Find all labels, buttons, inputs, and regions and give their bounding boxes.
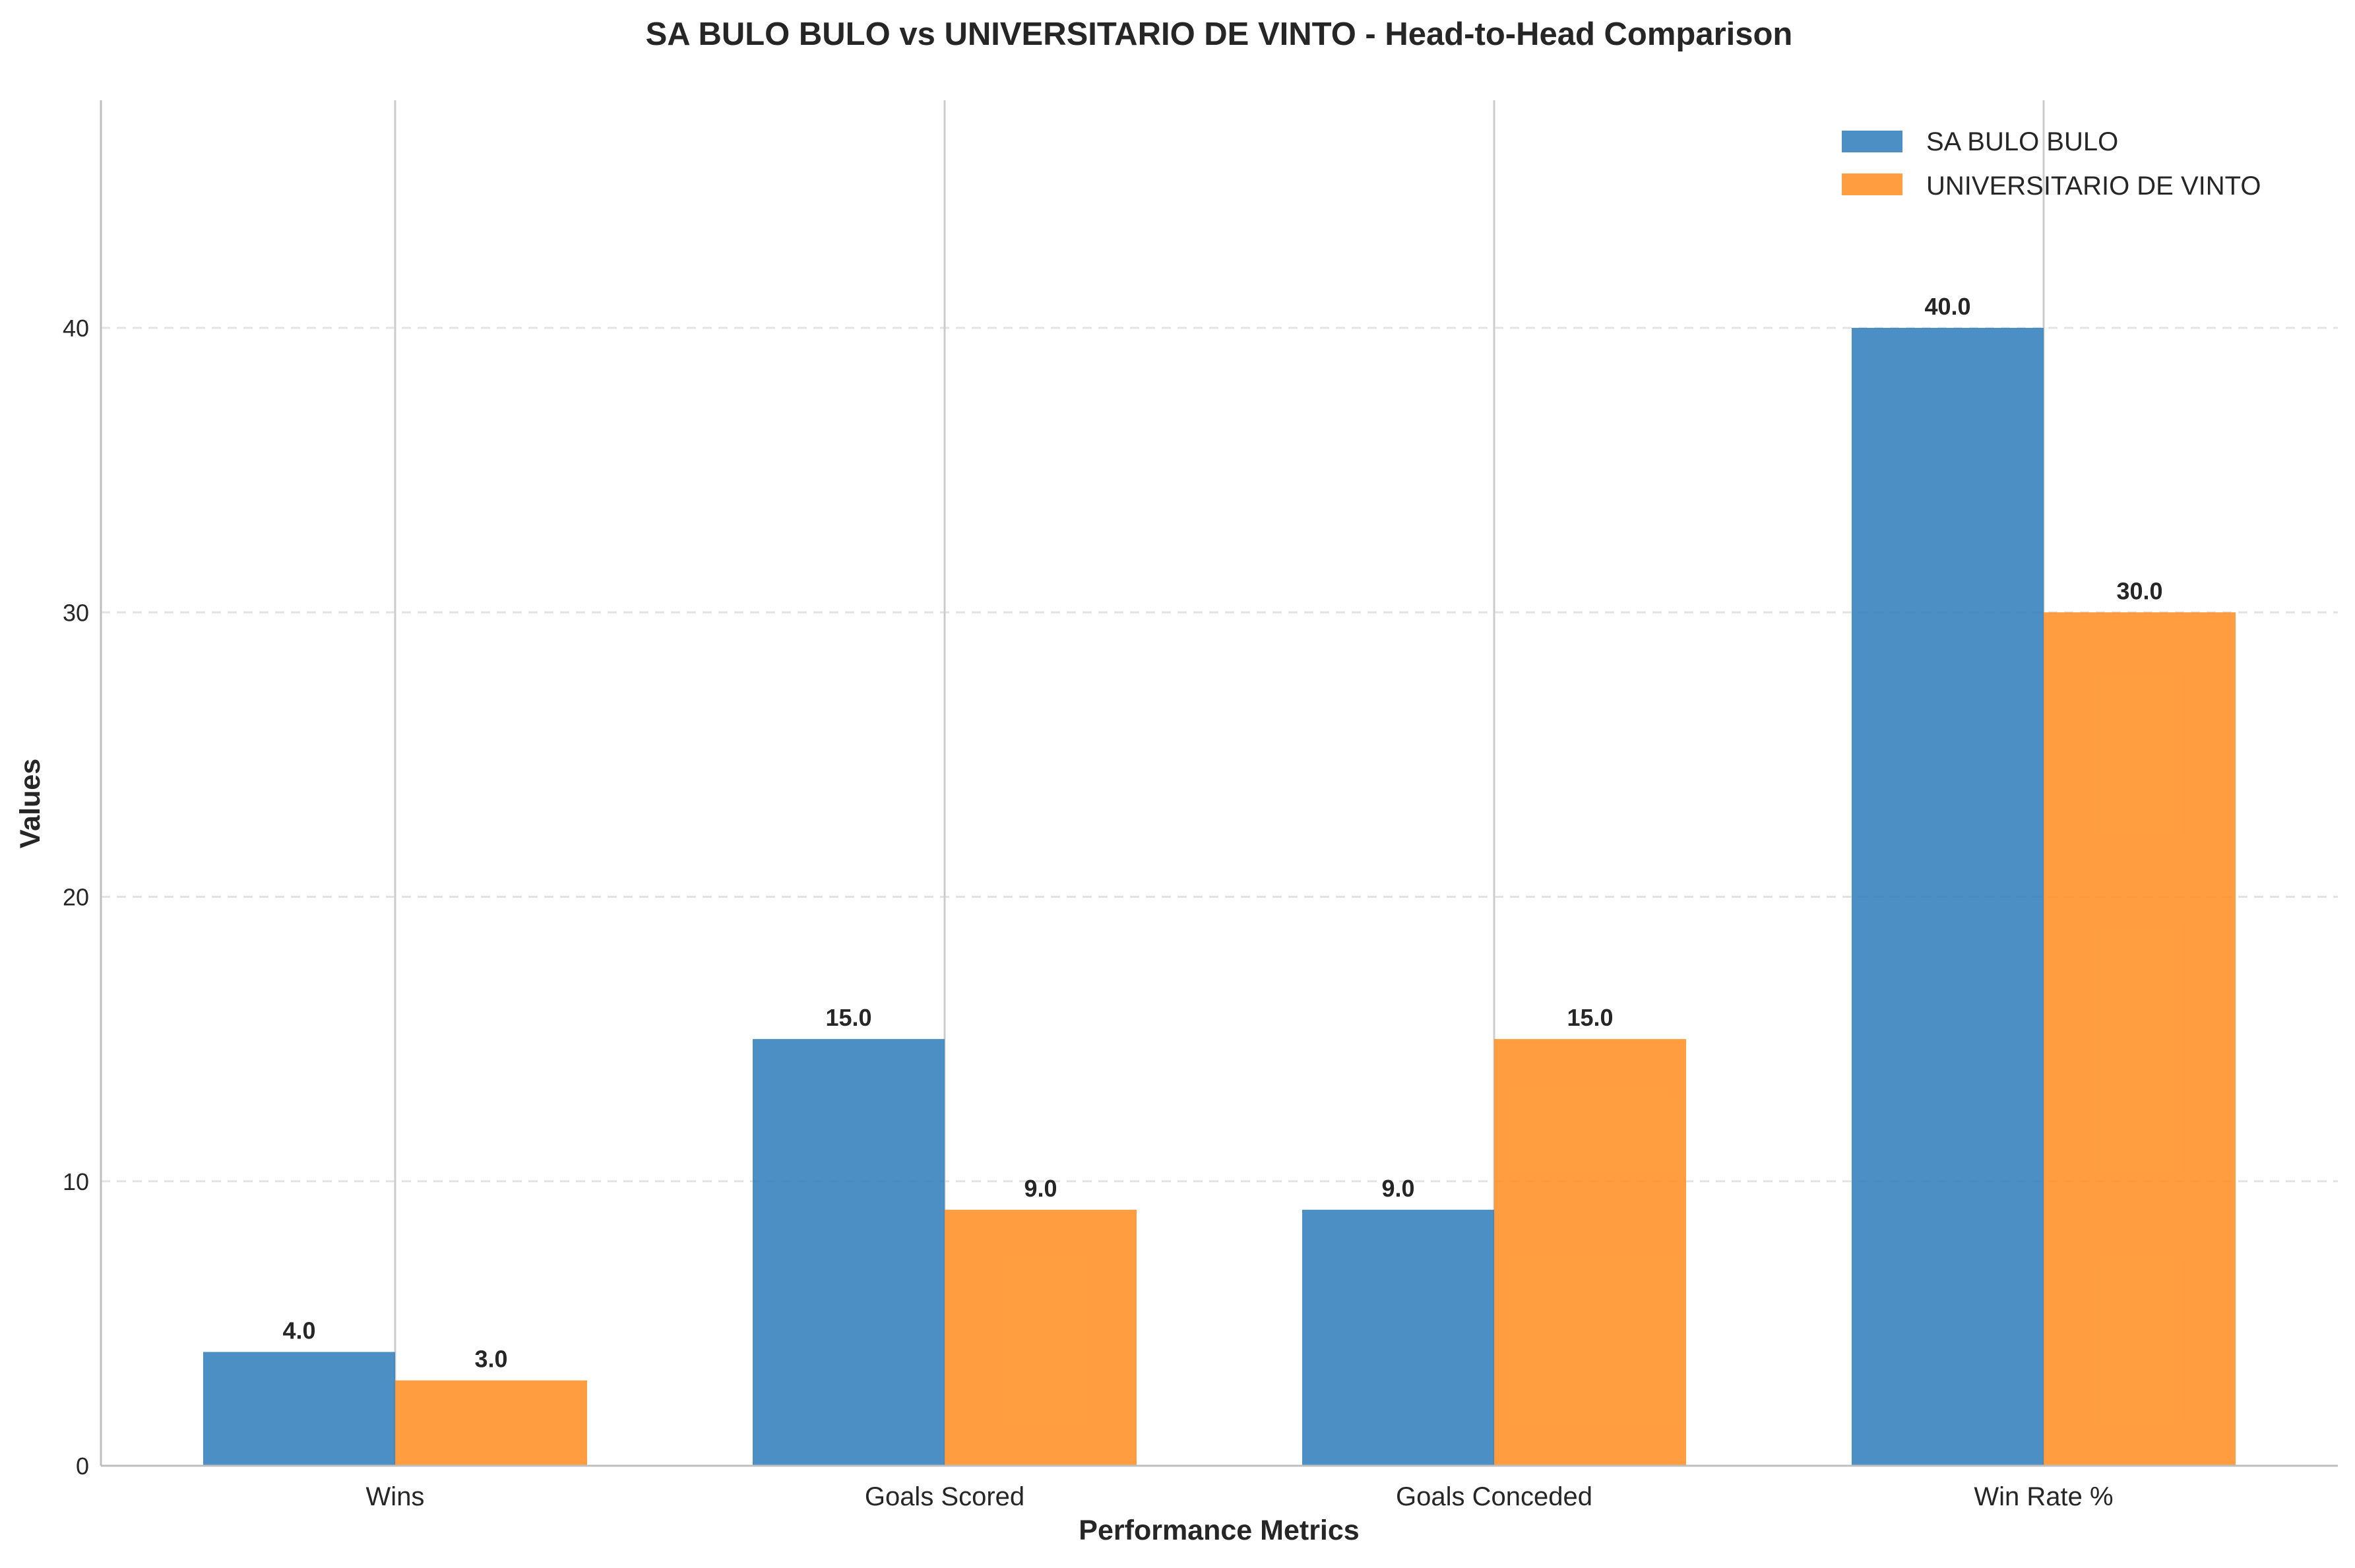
legend: SA BULO BULO UNIVERSITARIO DE VINTO <box>1842 127 2261 201</box>
data-label-universitario-de-vinto-goals-conceded: 15.0 <box>1567 1004 1613 1031</box>
y-axis-title: Values <box>15 759 46 848</box>
x-tick-label-wins: Wins <box>366 1482 425 1511</box>
bar-universitario-de-vinto-win-rate <box>2044 612 2236 1466</box>
data-label-universitario-de-vinto-goals-scored: 9.0 <box>1024 1175 1057 1202</box>
legend-label-sa-bulo-bulo: SA BULO BULO <box>1926 127 2118 156</box>
y-tick-label-40: 40 <box>63 315 89 342</box>
bar-universitario-de-vinto-goals-scored <box>945 1209 1137 1466</box>
axis-layer <box>100 100 2338 1467</box>
x-axis-title: Performance Metrics <box>1079 1515 1359 1546</box>
bar-layer <box>203 328 2236 1466</box>
y-tick-label-0: 0 <box>76 1453 89 1480</box>
y-tick-label-30: 30 <box>63 599 89 626</box>
x-tick-label-goals-scored: Goals Scored <box>865 1482 1024 1511</box>
legend-swatch-universitario-de-vinto <box>1842 173 1902 195</box>
y-tick-label-10: 10 <box>63 1168 89 1195</box>
bar-universitario-de-vinto-wins <box>395 1380 587 1466</box>
data-label-sa-bulo-bulo-goals-scored: 15.0 <box>825 1004 871 1031</box>
data-label-sa-bulo-bulo-wins: 4.0 <box>282 1317 315 1344</box>
x-tick-label-win-rate: Win Rate % <box>1974 1482 2113 1511</box>
legend-label-universitario-de-vinto: UNIVERSITARIO DE VINTO <box>1926 172 2261 201</box>
data-label-universitario-de-vinto-wins: 3.0 <box>474 1346 507 1373</box>
label-layer: 4.0 15.0 9.0 40.0 3.0 9.0 15.0 30.0 0 10 20 30 40 Win… <box>63 293 2163 1511</box>
y-tick-label-20: 20 <box>63 884 89 911</box>
bar-sa-bulo-bulo-win-rate <box>1852 328 2044 1466</box>
data-label-sa-bulo-bulo-win-rate: 40.0 <box>1924 293 1970 320</box>
bar-sa-bulo-bulo-wins <box>203 1352 395 1466</box>
chart-title: SA BULO BULO vs UNIVERSITARIO DE VINTO -… <box>646 16 1793 52</box>
bar-sa-bulo-bulo-goals-scored <box>753 1039 945 1466</box>
data-label-universitario-de-vinto-win-rate: 30.0 <box>2116 577 2162 604</box>
bar-sa-bulo-bulo-goals-conceded <box>1302 1209 1494 1466</box>
bar-universitario-de-vinto-goals-conceded <box>1494 1039 1686 1466</box>
data-label-sa-bulo-bulo-goals-conceded: 9.0 <box>1381 1175 1414 1202</box>
x-tick-label-goals-conceded: Goals Conceded <box>1396 1482 1592 1511</box>
legend-swatch-sa-bulo-bulo <box>1842 131 1902 152</box>
